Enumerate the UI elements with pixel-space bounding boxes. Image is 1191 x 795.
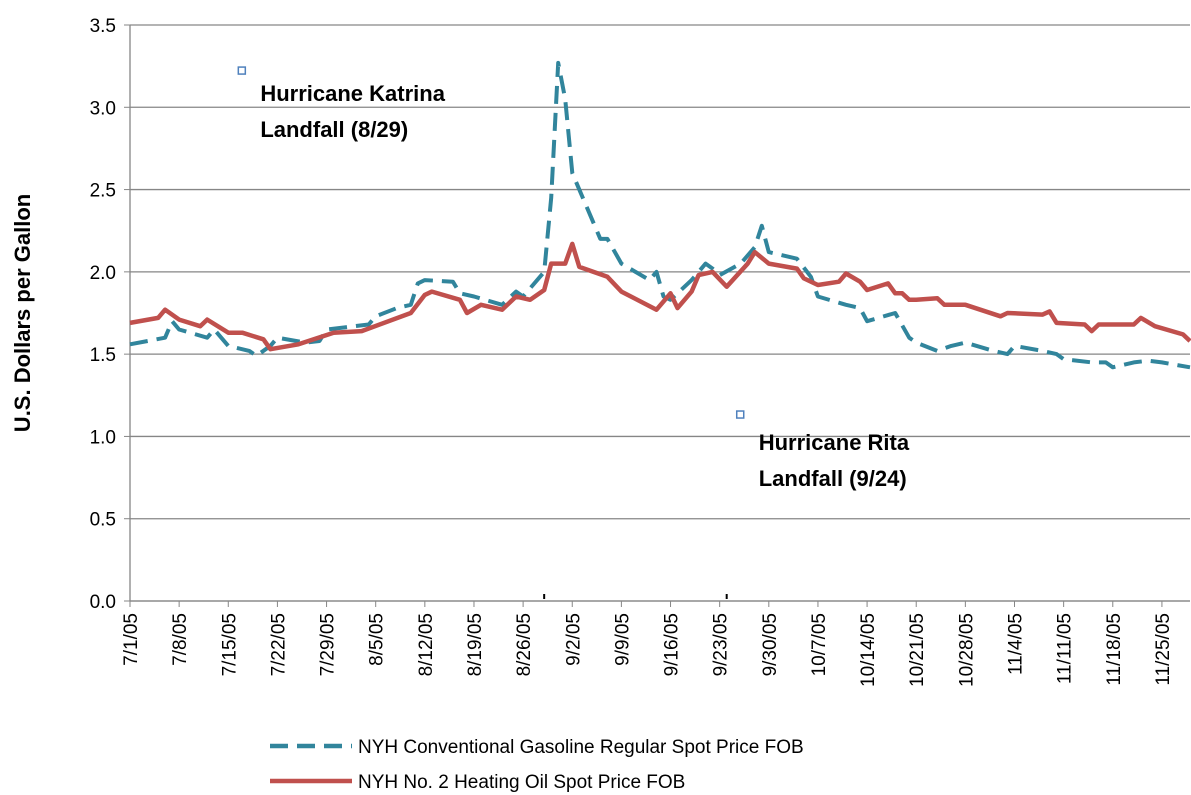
x-tick-label: 11/11/05 — [1055, 613, 1076, 684]
x-tick-label: 9/30/05 — [760, 613, 781, 676]
x-tick-label: 7/15/05 — [219, 613, 240, 676]
y-axis-label: U.S. Dollars per Gallon — [10, 194, 35, 432]
legend-label: NYH No. 2 Heating Oil Spot Price FOB — [358, 772, 685, 793]
annotation-marker — [735, 410, 745, 419]
series-line — [129, 241, 1191, 352]
annotation-text: Landfall (9/24) — [759, 466, 907, 491]
x-tick-label: 9/2/05 — [563, 613, 584, 666]
y-tick-label: 1.0 — [90, 427, 116, 448]
y-tick-label: 3.5 — [90, 16, 116, 37]
y-tick-label: 2.0 — [90, 263, 116, 284]
y-tick-label: 0.5 — [90, 510, 116, 531]
annotation-text: Hurricane Rita — [759, 430, 910, 455]
x-tick-label: 10/28/05 — [956, 613, 977, 687]
x-tick-label: 9/9/05 — [612, 613, 633, 666]
x-tick-label: 11/18/05 — [1104, 613, 1125, 686]
annotation-marker — [237, 66, 247, 75]
legend-label: NYH Conventional Gasoline Regular Spot P… — [358, 737, 804, 758]
x-tick-label: 10/14/05 — [858, 613, 879, 687]
annotation-text: Hurricane Katrina — [260, 81, 445, 106]
x-tick-label: 7/22/05 — [268, 613, 289, 676]
x-tick-label: 8/12/05 — [416, 613, 437, 676]
x-tick-label: 8/26/05 — [514, 613, 535, 676]
series-line — [129, 60, 1191, 370]
x-tick-label: 8/5/05 — [367, 613, 388, 666]
y-tick-label: 0.0 — [90, 592, 116, 613]
x-tick-label: 8/19/05 — [465, 613, 486, 676]
x-tick-label: 7/29/05 — [318, 613, 339, 676]
y-tick-label: 2.5 — [90, 181, 116, 202]
y-tick-label: 3.0 — [90, 98, 116, 119]
x-tick-label: 11/25/05 — [1153, 613, 1174, 686]
x-tick-label: 11/4/05 — [1006, 613, 1027, 675]
x-tick-label: 9/16/05 — [662, 613, 683, 676]
x-tick-label: 10/21/05 — [907, 613, 928, 687]
x-tick-label: 7/1/05 — [121, 613, 142, 666]
x-tick-label: 10/7/05 — [809, 613, 830, 676]
x-tick-label: 9/23/05 — [711, 613, 732, 676]
x-tick-label: 7/8/05 — [170, 613, 191, 666]
y-tick-label: 1.5 — [90, 345, 116, 366]
annotation-text: Landfall (8/29) — [260, 117, 408, 142]
